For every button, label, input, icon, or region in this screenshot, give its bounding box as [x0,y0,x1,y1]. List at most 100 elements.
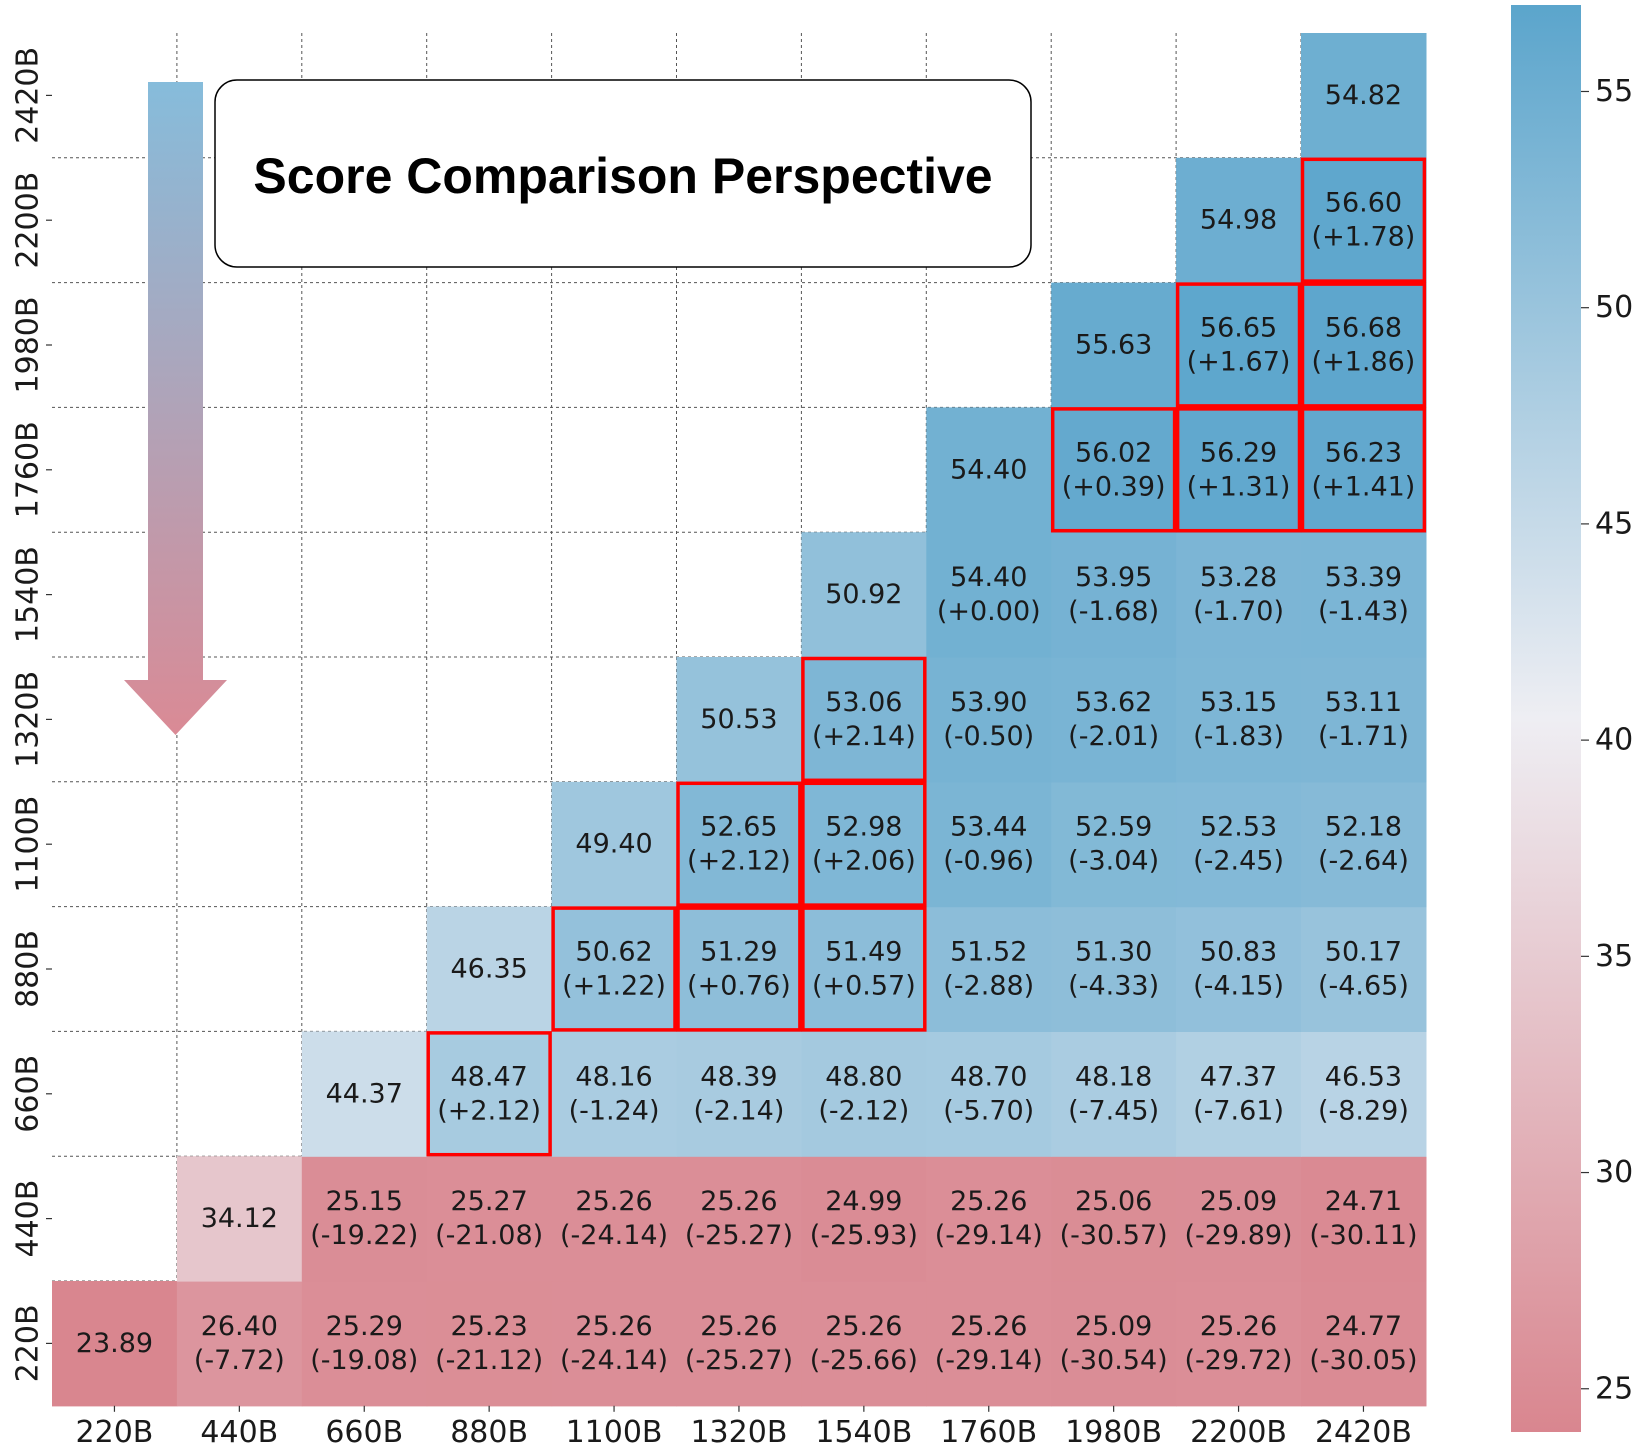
x-tick-label: 440B [200,1415,278,1449]
cell-value-label: 54.40 [950,454,1027,485]
heatmap-cell [926,1281,1052,1407]
heatmap-cell [1051,781,1177,908]
heatmap-cell [801,657,927,783]
cell-value-label: 56.23 [1325,437,1402,468]
cell-delta-label: (-25.27) [685,1220,793,1251]
heatmap-cell [1176,1031,1302,1157]
cell-delta-label: (-1.71) [1318,721,1409,752]
cell-delta-label: (+1.22) [562,971,666,1002]
heatmap-cell [1176,1281,1302,1407]
cell-value-label: 48.39 [700,1061,777,1092]
cell-delta-label: (-19.08) [310,1345,418,1376]
heatmap-cells: 23.8926.40(-7.72)25.29(-19.08)25.23(-21.… [52,33,1427,1407]
cell-delta-label: (-24.14) [560,1220,668,1251]
cell-value-label: 25.26 [950,1186,1027,1217]
heatmap-cell [1051,532,1177,658]
cell-delta-label: (+2.14) [812,721,916,752]
heatmap-cell [301,1156,428,1282]
highlight-box [551,906,677,1032]
x-tick-label: 2420B [1315,1415,1412,1449]
cell-delta-label: (-29.14) [935,1345,1043,1376]
heatmap-cell [1051,282,1177,408]
cell-value-label: 54.82 [1325,80,1402,111]
highlight-box [801,781,927,907]
cell-delta-label: (+2.12) [687,846,791,877]
heatmap-cell [1051,657,1177,783]
colorbar-gradient [1511,5,1581,1432]
cell-delta-label: (-4.33) [1068,971,1159,1002]
cell-value-label: 48.70 [950,1061,1027,1092]
cell-delta-label: (+2.12) [437,1095,541,1126]
highlight-box [676,906,802,1032]
heatmap-cell [52,1281,178,1407]
heatmap-cell [801,1281,927,1407]
cell-delta-label: (-3.04) [1068,846,1159,877]
cell-value-label: 56.65 [1200,313,1277,344]
cell-value-label: 51.52 [950,937,1027,968]
y-tick-label: 660B [11,1055,46,1133]
cell-value-label: 25.15 [326,1186,403,1217]
cell-delta-label: (-29.14) [935,1220,1043,1251]
highlight-box [801,906,927,1032]
y-tick-label: 1540B [11,546,46,643]
heatmap-cell [926,1031,1052,1157]
cell-delta-label: (-7.61) [1193,1095,1284,1126]
heatmap-cell [551,1156,678,1282]
cell-delta-label: (-1.70) [1193,596,1284,627]
cell-delta-label: (-2.14) [693,1095,784,1126]
cell-delta-label: (-1.24) [569,1095,660,1126]
heatmap-cell [1301,1156,1427,1282]
heatmap-cell [1301,33,1427,159]
heatmap-cell [426,1281,553,1407]
cell-delta-label: (-30.57) [1060,1220,1168,1251]
x-tick-label: 1980B [1065,1415,1162,1449]
heatmap-cell [426,906,553,1032]
cell-value-label: 24.99 [825,1186,902,1217]
cell-delta-label: (-4.65) [1318,971,1409,1002]
y-tick-label: 220B [11,1304,46,1382]
heatmap-cell [926,657,1052,783]
cell-delta-label: (-25.66) [810,1345,918,1376]
heatmap-cell [551,781,678,908]
heatmap-cell [676,1281,802,1407]
colorbar-tick-label: 35 [1595,939,1633,974]
x-tick-label: 2200B [1190,1415,1287,1449]
cell-value-label: 51.30 [1075,937,1152,968]
cell-value-label: 25.26 [575,1186,652,1217]
x-tick-label: 660B [325,1415,403,1449]
heatmap-cell [926,781,1052,908]
cell-value-label: 48.47 [451,1061,528,1092]
cell-value-label: 53.06 [825,687,902,718]
cell-delta-label: (-2.12) [818,1095,909,1126]
heatmap-cell [1301,282,1427,408]
heatmap-cell [1176,532,1302,658]
cell-value-label: 25.26 [700,1311,777,1342]
cell-delta-label: (-24.14) [560,1345,668,1376]
cell-delta-label: (-1.43) [1318,596,1409,627]
heatmap-cell [1176,1156,1302,1282]
cell-value-label: 52.65 [700,812,777,843]
colorbar-tick-label: 45 [1595,506,1633,541]
cell-value-label: 53.15 [1200,687,1277,718]
cell-value-label: 50.62 [575,937,652,968]
cell-value-label: 47.37 [1200,1061,1277,1092]
heatmap-cell [551,1031,678,1157]
highlight-box [1175,407,1302,533]
cell-value-label: 44.37 [326,1078,403,1109]
cell-value-label: 25.26 [575,1311,652,1342]
heatmap-cell [801,781,927,908]
cell-delta-label: (-2.64) [1318,846,1409,877]
highlight-box [1300,407,1427,533]
cell-value-label: 56.68 [1325,313,1402,344]
cell-value-label: 52.53 [1200,812,1277,843]
cell-value-label: 25.29 [326,1311,403,1342]
heatmap-cell [551,906,678,1032]
cell-delta-label: (+1.41) [1312,471,1416,502]
heatmap-cell [1301,1281,1427,1407]
cell-delta-label: (-0.96) [943,846,1034,877]
cell-value-label: 24.71 [1325,1186,1402,1217]
heatmap-cell [551,1281,678,1407]
heatmap-cell [301,1281,428,1407]
cell-value-label: 25.27 [451,1186,528,1217]
